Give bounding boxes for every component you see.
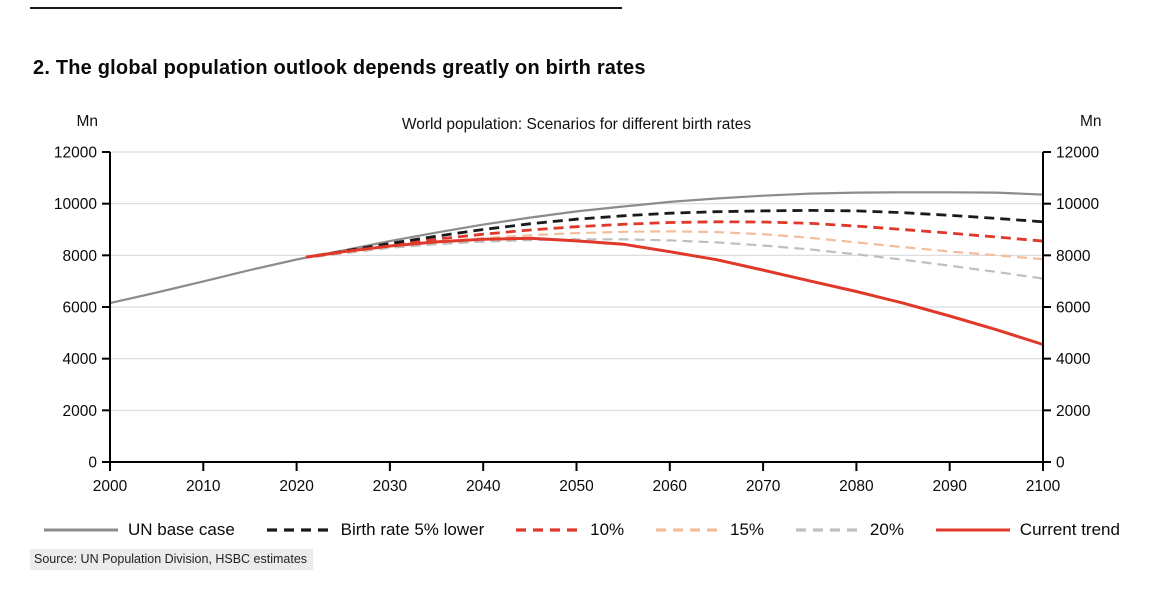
series-line-20-	[315, 238, 1044, 280]
legend-item-15-: 15%	[656, 520, 764, 540]
unit-label-right: Mn	[1080, 113, 1102, 130]
y-tick-label-right: 6000	[1056, 300, 1091, 317]
legend-swatch	[795, 528, 860, 532]
legend-label: 15%	[730, 520, 765, 539]
y-tick-label-right: 0	[1056, 455, 1065, 472]
figure-title: 2. The global population outlook depends…	[33, 57, 646, 79]
legend-label: 20%	[869, 520, 904, 539]
x-tick-label: 2050	[559, 478, 594, 495]
y-tick-label-right: 10000	[1056, 196, 1099, 213]
x-tick-label: 2100	[1026, 478, 1061, 495]
legend-label: Birth rate 5% lower	[340, 520, 485, 539]
y-tick-label-left: 12000	[54, 145, 97, 162]
y-tick-label-left: 0	[88, 455, 97, 472]
y-tick-label-right: 12000	[1056, 145, 1099, 162]
legend-swatch	[935, 528, 1010, 532]
x-tick-label: 2030	[373, 478, 408, 495]
x-tick-label: 2090	[932, 478, 967, 495]
legend-label: Current trend	[1019, 520, 1120, 539]
y-tick-label-right: 4000	[1056, 351, 1091, 368]
series-line-un-base-case	[109, 191, 1044, 305]
legend-item-current-trend: Current trend	[935, 520, 1120, 540]
legend-item-un-base-case: UN base case	[44, 520, 235, 540]
x-tick-label: 2070	[746, 478, 781, 495]
chart-title: World population: Scenarios for differen…	[401, 116, 752, 133]
series-line-current-trend	[305, 236, 1044, 346]
x-tick-label: 2010	[186, 478, 221, 495]
legend-item-birth-rate-5-lower: Birth rate 5% lower	[266, 520, 485, 540]
legend-swatch	[266, 528, 331, 532]
legend-swatch	[656, 528, 721, 532]
x-tick-label: 2080	[839, 478, 874, 495]
legend-swatch	[44, 528, 118, 532]
y-tick-label-left: 6000	[63, 300, 98, 317]
x-tick-label: 2000	[93, 478, 128, 495]
y-tick-label-left: 4000	[63, 351, 98, 368]
y-tick-label-left: 10000	[54, 196, 97, 213]
legend-label: UN base case	[128, 520, 235, 539]
chart-legend: UN base case Birth rate 5% lower 10% 15% 20%…	[44, 514, 1120, 546]
series-line-10-	[315, 220, 1044, 258]
legend-item-20-: 20%	[795, 520, 904, 540]
top-rule	[30, 7, 622, 9]
y-tick-label-right: 2000	[1056, 403, 1091, 420]
legend-swatch	[516, 528, 581, 532]
x-tick-label: 2020	[279, 478, 314, 495]
y-tick-label-right: 8000	[1056, 248, 1091, 265]
legend-label: 10%	[590, 520, 625, 539]
legend-item-10-: 10%	[516, 520, 624, 540]
source-note: Source: UN Population Division, HSBC est…	[30, 549, 314, 570]
y-tick-label-left: 2000	[63, 403, 98, 420]
series-line-birth-rate-5-lower	[315, 208, 1044, 258]
y-tick-label-left: 8000	[63, 248, 98, 265]
x-tick-label: 2040	[466, 478, 501, 495]
unit-label-left: Mn	[76, 113, 98, 130]
series-line-15-	[315, 230, 1044, 261]
x-tick-label: 2060	[653, 478, 688, 495]
